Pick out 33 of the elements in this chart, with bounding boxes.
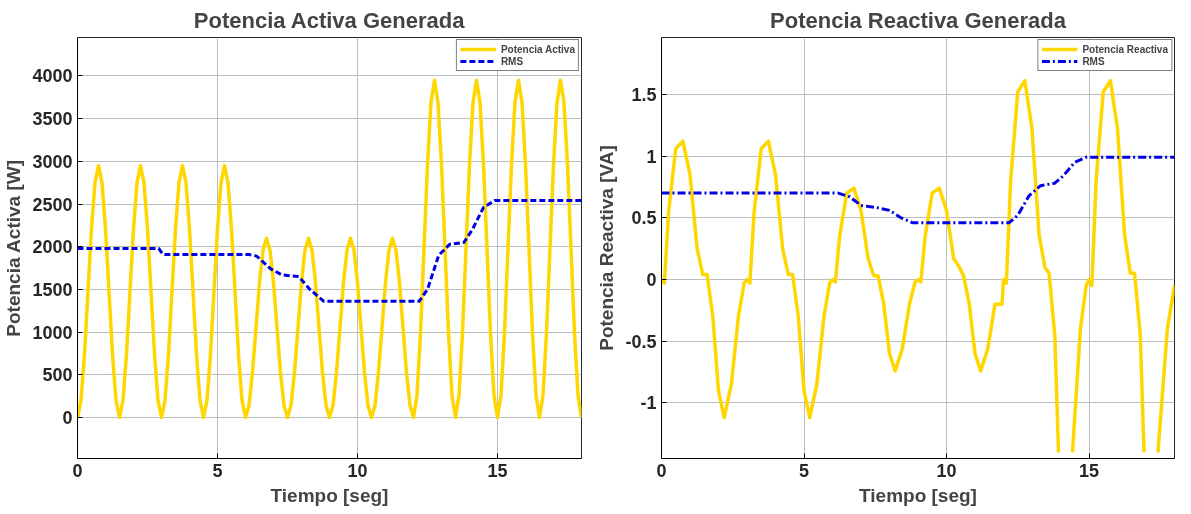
chart-title: Potencia Activa Generada [193,7,466,33]
legend-label: Potencia Reactiva [1082,43,1168,55]
chart-title: Potencia Reactiva Generada [770,7,1067,33]
y-tick-label: 1500 [32,279,73,300]
legend-label: RMS [500,55,524,67]
line-series [661,155,1175,225]
y-tick-label: -1 [640,393,657,414]
y-tick-label: 1 [646,146,657,167]
y-tick-label: -0.5 [625,331,657,352]
y-tick-label: 1000 [32,322,73,343]
y-tick-label: 0 [62,408,73,429]
legend-label: RMS [1082,55,1105,67]
legend-label: Potencia Activa [500,43,575,55]
x-tick-label: 10 [347,460,368,481]
x-tick-label: 5 [798,460,810,481]
y-tick-label: 1.5 [631,84,657,105]
line-series [77,199,582,303]
y-tick-label: 3500 [32,109,73,130]
x-tick-label: 5 [212,460,223,481]
y-axis-title: Potencia Activa [W] [3,160,25,337]
x-tick-label: 15 [487,460,508,481]
y-tick-label: 4000 [32,66,73,87]
y-axis-title: Potencia Reactiva [VA] [596,145,618,351]
x-axis-title: Tiempo [seg] [859,484,977,506]
y-tick-label: 0 [646,269,657,290]
y-tick-label: 3000 [32,151,73,172]
x-tick-label: 15 [1078,460,1100,481]
y-tick-label: 2000 [32,237,73,258]
y-tick-label: 500 [42,365,73,386]
y-tick-label: 2500 [32,194,73,215]
x-axis-title: Tiempo [seg] [270,484,389,506]
x-tick-label: 10 [936,460,957,481]
y-tick-label: 0.5 [631,208,657,229]
